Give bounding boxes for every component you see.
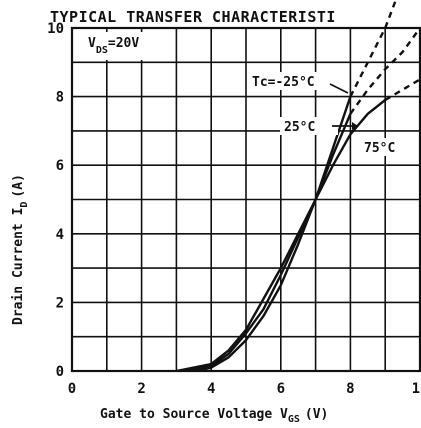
y-tick-label: 8: [56, 90, 64, 106]
grid: [72, 28, 420, 371]
x-tick-label: 8: [346, 381, 354, 397]
vds-subscript: DS: [96, 45, 108, 56]
x-tick-label: 6: [277, 381, 285, 397]
series-label-minus25: Tc=-25°C: [250, 72, 349, 94]
x-axis-label: Gate to Source Voltage VGS (V): [100, 407, 328, 425]
svg-text:VDS=20V: VDS=20V: [88, 36, 139, 56]
chart-title: TYPICAL TRANSFER CHARACTERISTI: [50, 8, 336, 26]
x-tick-label: 10: [412, 381, 421, 397]
y-tick-label: 0: [56, 364, 64, 380]
curve-extension-25-c: [349, 27, 420, 115]
curve-25-c: [185, 112, 352, 371]
x-tick-label: 2: [137, 381, 145, 397]
y-tick-label: 10: [47, 21, 64, 37]
curve-extension-75-c: [384, 78, 420, 102]
plot-frame: [70, 26, 421, 373]
y-tick-label: 6: [56, 158, 64, 174]
svg-text:Tc=-25°C: Tc=-25°C: [252, 75, 315, 90]
y-tick-label: 2: [56, 295, 64, 311]
y-axis-label: Drain Current ID(A): [11, 174, 30, 325]
curve-75-c: [175, 98, 387, 371]
svg-text:25°C: 25°C: [284, 120, 315, 135]
x-axis-ticks: 0 2 4 6 8 10: [68, 381, 421, 397]
vds-value: =20V: [108, 36, 139, 51]
curve-tc-25-c: [196, 95, 352, 371]
y-tick-label: 4: [56, 227, 64, 243]
series-label-75: 75°C: [362, 138, 416, 156]
curve-extension-tc-25-c: [349, 0, 397, 98]
svg-text:75°C: 75°C: [364, 141, 395, 156]
y-axis-ticks: 0 2 4 6 8 10: [47, 21, 64, 380]
vds-condition: VDS=20V: [86, 32, 171, 60]
series-label-25: 25°C: [280, 117, 358, 135]
vds-prefix: V: [88, 36, 96, 51]
series-curves: [175, 0, 420, 371]
x-tick-label: 0: [68, 381, 76, 397]
x-tick-label: 4: [207, 381, 215, 397]
